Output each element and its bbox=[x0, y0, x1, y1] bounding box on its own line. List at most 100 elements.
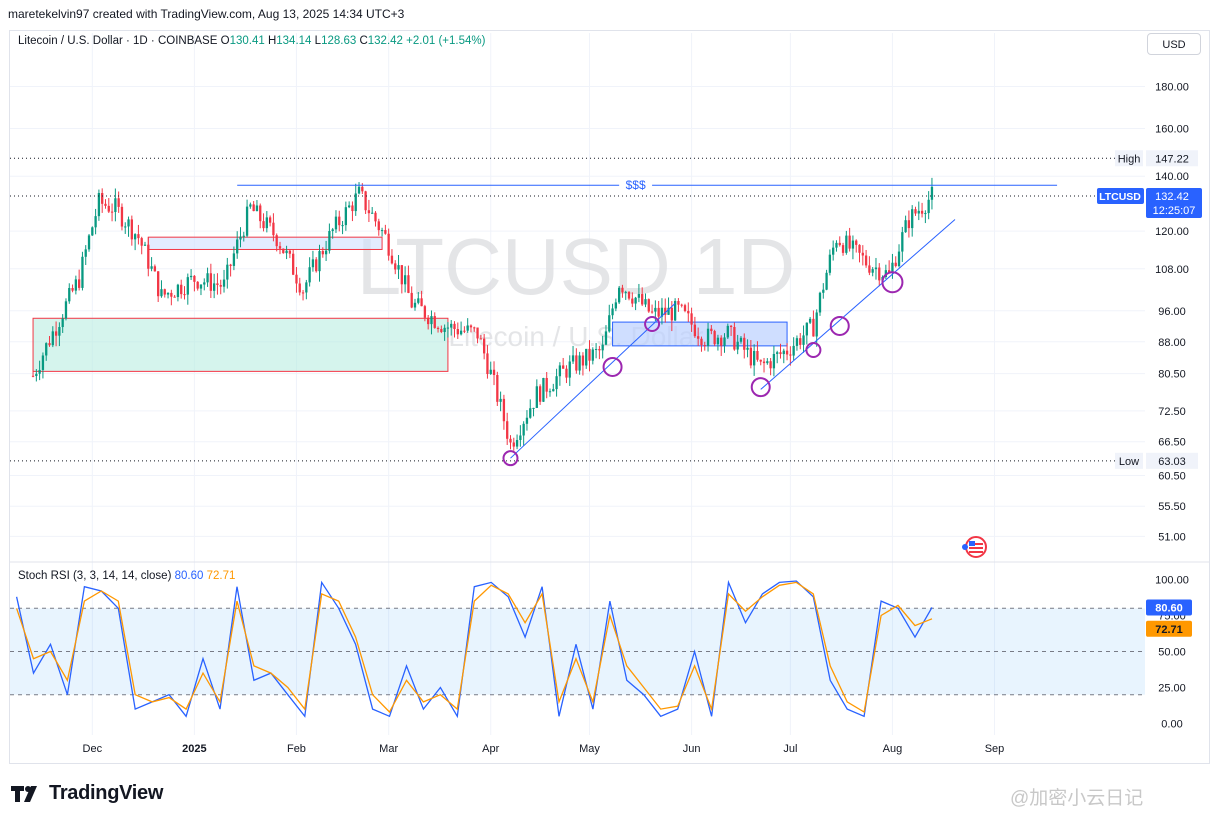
candle-body[interactable] bbox=[911, 209, 914, 229]
candle-body[interactable] bbox=[413, 302, 417, 308]
candle-body[interactable] bbox=[723, 337, 726, 346]
candle-body[interactable] bbox=[77, 279, 81, 288]
candle-body[interactable] bbox=[598, 349, 601, 351]
candle-body[interactable] bbox=[222, 279, 226, 287]
candle-body[interactable] bbox=[591, 349, 594, 361]
candle-body[interactable] bbox=[446, 327, 450, 329]
candle-body[interactable] bbox=[489, 369, 492, 375]
candle-body[interactable] bbox=[443, 327, 446, 333]
swing-low-circle[interactable] bbox=[881, 271, 904, 294]
candle-body[interactable] bbox=[535, 386, 538, 408]
candle-body[interactable] bbox=[232, 253, 236, 266]
currency-button[interactable]: USD bbox=[1147, 33, 1201, 55]
candle-body[interactable] bbox=[64, 301, 68, 319]
candle-body[interactable] bbox=[377, 221, 380, 231]
candle-body[interactable] bbox=[87, 235, 91, 250]
candle-body[interactable] bbox=[97, 193, 101, 217]
candle-body[interactable] bbox=[242, 235, 245, 237]
candle-body[interactable] bbox=[660, 307, 664, 317]
candle-body[interactable] bbox=[104, 203, 107, 206]
candle-body[interactable] bbox=[667, 307, 670, 315]
candle-body[interactable] bbox=[272, 222, 275, 236]
candle-body[interactable] bbox=[509, 438, 512, 443]
candle-body[interactable] bbox=[782, 350, 785, 355]
candle-body[interactable] bbox=[147, 244, 150, 269]
candle-body[interactable] bbox=[236, 239, 239, 254]
candle-body[interactable] bbox=[133, 234, 137, 240]
candle-body[interactable] bbox=[812, 318, 815, 337]
candle-body[interactable] bbox=[459, 330, 463, 335]
candle-body[interactable] bbox=[815, 312, 818, 337]
candle-body[interactable] bbox=[259, 205, 262, 222]
candle-body[interactable] bbox=[120, 206, 124, 227]
candle-body[interactable] bbox=[321, 251, 324, 255]
candle-body[interactable] bbox=[311, 259, 315, 268]
candle-body[interactable] bbox=[262, 221, 265, 229]
candle-body[interactable] bbox=[160, 289, 163, 297]
candle-body[interactable] bbox=[479, 338, 483, 340]
swing-low-circle[interactable] bbox=[644, 316, 661, 333]
candle-body[interactable] bbox=[575, 355, 578, 371]
candle-body[interactable] bbox=[216, 283, 219, 286]
candle-body[interactable] bbox=[529, 408, 532, 418]
candle-body[interactable] bbox=[522, 423, 525, 436]
candle-body[interactable] bbox=[762, 361, 766, 364]
candle-body[interactable] bbox=[361, 186, 364, 192]
candle-body[interactable] bbox=[193, 275, 196, 282]
candle-body[interactable] bbox=[746, 347, 749, 350]
candle-body[interactable] bbox=[433, 316, 436, 328]
candle-body[interactable] bbox=[565, 368, 568, 378]
candle-body[interactable] bbox=[687, 310, 690, 314]
candle-body[interactable] bbox=[538, 386, 542, 402]
candle-body[interactable] bbox=[519, 435, 522, 441]
supply-zone[interactable] bbox=[147, 236, 383, 250]
candle-body[interactable] bbox=[920, 210, 924, 214]
candle-body[interactable] bbox=[647, 299, 650, 312]
candle-body[interactable] bbox=[499, 398, 502, 402]
candle-body[interactable] bbox=[436, 327, 440, 330]
candle-body[interactable] bbox=[496, 374, 499, 402]
candle-body[interactable] bbox=[61, 318, 64, 328]
candle-body[interactable] bbox=[130, 219, 133, 240]
candle-body[interactable] bbox=[914, 209, 917, 214]
candle-body[interactable] bbox=[265, 217, 268, 229]
candle-body[interactable] bbox=[650, 311, 654, 313]
candle-body[interactable] bbox=[110, 211, 114, 213]
candle-body[interactable] bbox=[683, 305, 687, 311]
candle-body[interactable] bbox=[930, 186, 934, 200]
candle-body[interactable] bbox=[690, 313, 693, 325]
tradingview-logo[interactable]: TradingView bbox=[11, 782, 163, 805]
candle-body[interactable] bbox=[868, 265, 871, 273]
candle-body[interactable] bbox=[621, 287, 624, 293]
candle-body[interactable] bbox=[206, 273, 209, 283]
candle-body[interactable] bbox=[855, 240, 858, 245]
candle-body[interactable] bbox=[838, 242, 841, 246]
candle-body[interactable] bbox=[581, 355, 585, 366]
candle-body[interactable] bbox=[611, 308, 614, 316]
candle-body[interactable] bbox=[347, 205, 351, 208]
candle-body[interactable] bbox=[41, 355, 45, 370]
candle-body[interactable] bbox=[706, 328, 710, 346]
candle-body[interactable] bbox=[492, 369, 496, 375]
candle-body[interactable] bbox=[502, 398, 506, 422]
candle-body[interactable] bbox=[367, 210, 371, 214]
candle-body[interactable] bbox=[799, 338, 802, 345]
candle-body[interactable] bbox=[292, 253, 295, 275]
candle-body[interactable] bbox=[101, 193, 104, 204]
candle-body[interactable] bbox=[512, 442, 515, 447]
candle-body[interactable] bbox=[822, 289, 825, 293]
candle-body[interactable] bbox=[54, 331, 58, 336]
candle-body[interactable] bbox=[328, 231, 331, 251]
candle-body[interactable] bbox=[275, 235, 278, 247]
candle-body[interactable] bbox=[861, 252, 864, 256]
candle-body[interactable] bbox=[657, 307, 660, 317]
candle-body[interactable] bbox=[897, 251, 901, 267]
candle-body[interactable] bbox=[239, 236, 242, 240]
candle-body[interactable] bbox=[710, 328, 713, 332]
candle-body[interactable] bbox=[532, 407, 535, 409]
candle-body[interactable] bbox=[594, 349, 598, 351]
candle-body[interactable] bbox=[344, 207, 348, 226]
candle-body[interactable] bbox=[743, 337, 746, 350]
candle-body[interactable] bbox=[769, 361, 772, 369]
candle-body[interactable] bbox=[664, 307, 667, 315]
